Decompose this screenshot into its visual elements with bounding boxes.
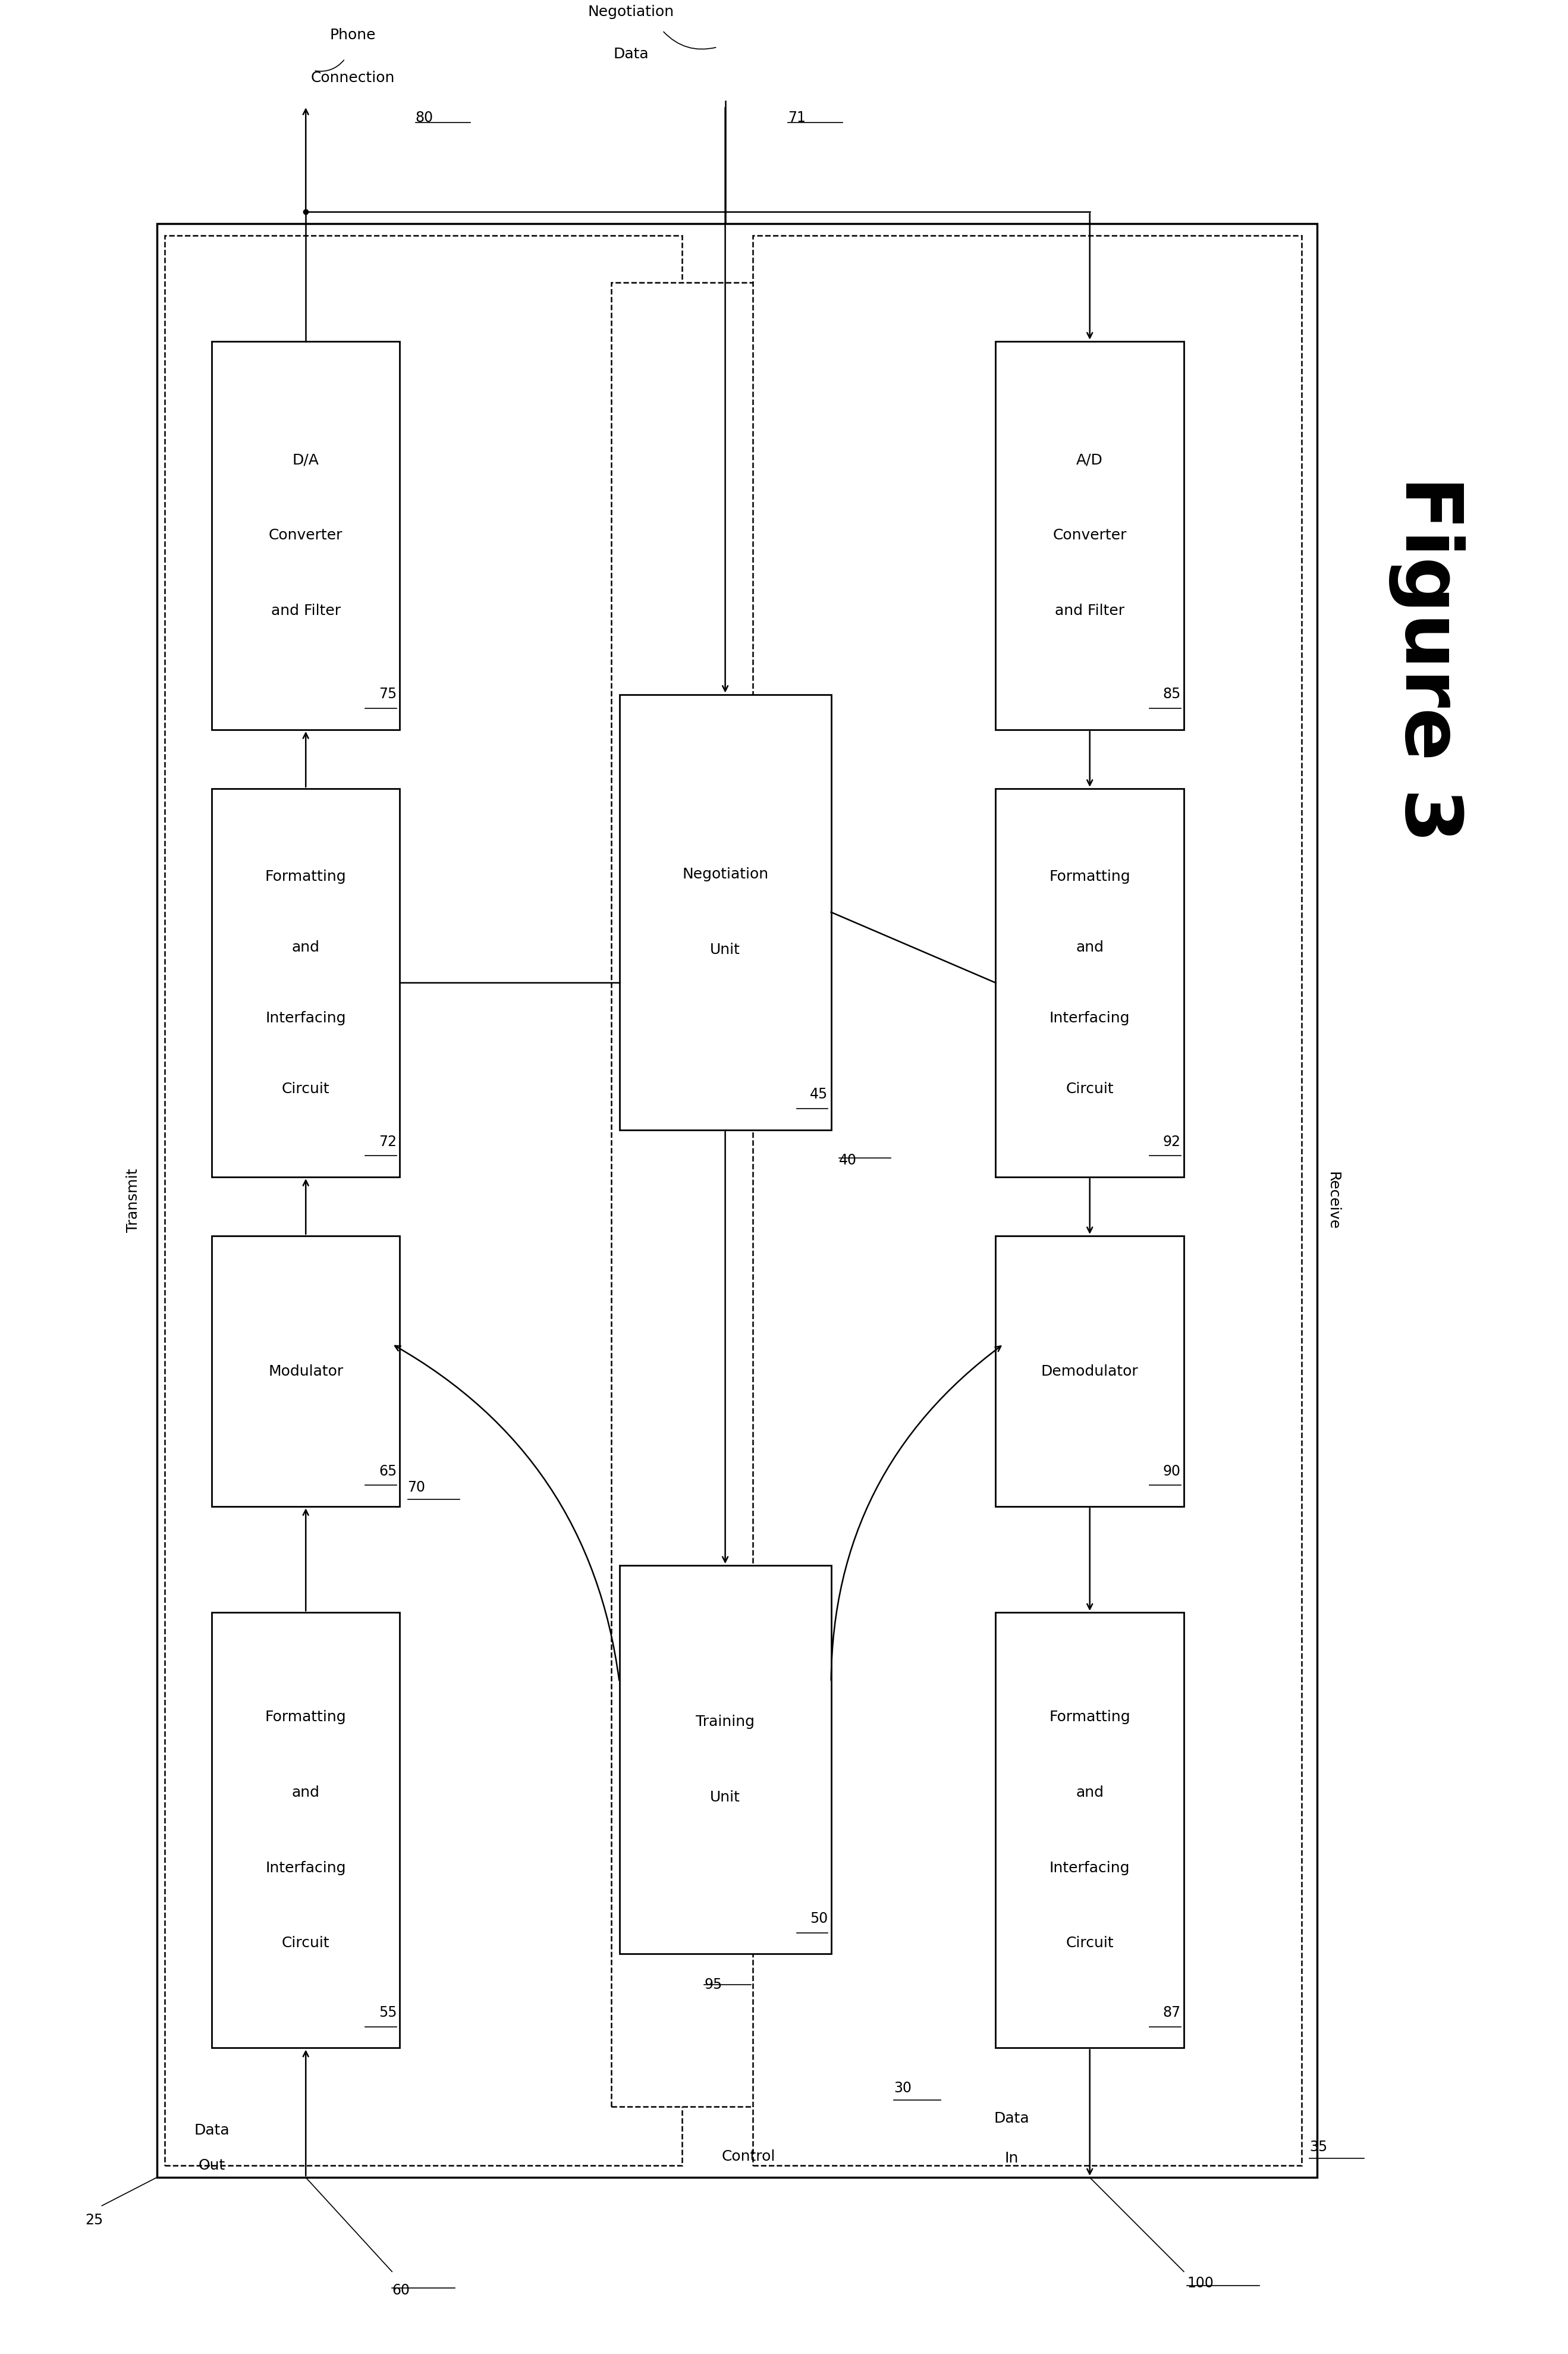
Text: and Filter: and Filter [1055, 603, 1124, 619]
Text: 71: 71 [789, 111, 806, 125]
Text: Negotiation: Negotiation [682, 866, 768, 883]
Text: and: and [1076, 939, 1104, 956]
Text: 72: 72 [379, 1135, 397, 1149]
Text: Connection: Connection [310, 71, 395, 85]
Bar [612, 282, 886, 2107]
Text: Data: Data [194, 2123, 229, 2137]
Text: and: and [292, 1784, 320, 1801]
Text: In: In [1005, 2152, 1018, 2166]
Text: Out: Out [198, 2159, 226, 2173]
Bar [212, 789, 400, 1177]
Text: 45: 45 [811, 1088, 828, 1102]
Text: and: and [292, 939, 320, 956]
Text: Formatting: Formatting [1049, 1709, 1131, 1725]
Text: Circuit: Circuit [282, 1080, 329, 1097]
Text: Interfacing: Interfacing [265, 1010, 347, 1026]
Text: Unit: Unit [710, 1789, 740, 1806]
Text: 30: 30 [894, 2081, 911, 2095]
Bar [996, 1236, 1184, 1507]
Text: Figure 3: Figure 3 [1389, 476, 1465, 843]
Text: Control: Control [721, 2149, 776, 2163]
Text: Circuit: Circuit [282, 1935, 329, 1951]
Text: A/D: A/D [1076, 452, 1104, 468]
Bar [996, 341, 1184, 730]
Text: 50: 50 [811, 1911, 828, 1926]
Text: 40: 40 [839, 1153, 856, 1168]
Bar [753, 235, 1301, 2166]
Text: 25: 25 [85, 2213, 103, 2227]
Text: Phone: Phone [329, 28, 376, 42]
Text: 90: 90 [1163, 1464, 1181, 1478]
Text: Circuit: Circuit [1066, 1080, 1113, 1097]
Text: Receive: Receive [1325, 1172, 1341, 1229]
Text: 95: 95 [704, 1977, 721, 1991]
Text: 55: 55 [378, 2006, 397, 2020]
Text: Converter: Converter [268, 527, 343, 544]
Text: Interfacing: Interfacing [265, 1860, 347, 1876]
Text: and Filter: and Filter [271, 603, 340, 619]
Text: 92: 92 [1163, 1135, 1181, 1149]
Text: Formatting: Formatting [265, 869, 347, 885]
Text: 75: 75 [379, 687, 397, 701]
Text: Data: Data [994, 2112, 1029, 2126]
Text: Converter: Converter [1052, 527, 1127, 544]
Text: 85: 85 [1162, 687, 1181, 701]
Text: 65: 65 [379, 1464, 397, 1478]
Text: Data: Data [613, 47, 649, 61]
Text: Formatting: Formatting [265, 1709, 347, 1725]
Bar [165, 235, 682, 2166]
Text: Demodulator: Demodulator [1041, 1363, 1138, 1379]
Text: Transmit: Transmit [125, 1168, 141, 1233]
Text: Circuit: Circuit [1066, 1935, 1113, 1951]
Text: Training: Training [696, 1714, 754, 1730]
Text: 70: 70 [408, 1481, 425, 1495]
Bar [212, 341, 400, 730]
Bar [212, 1236, 400, 1507]
Bar [996, 789, 1184, 1177]
Text: 60: 60 [392, 2283, 409, 2298]
Bar [619, 694, 831, 1130]
Bar [619, 1565, 831, 1954]
Text: 35: 35 [1309, 2140, 1327, 2154]
Text: Interfacing: Interfacing [1049, 1010, 1131, 1026]
Bar [157, 224, 1317, 2177]
Text: Interfacing: Interfacing [1049, 1860, 1131, 1876]
Text: Negotiation: Negotiation [588, 5, 674, 19]
Text: Modulator: Modulator [268, 1363, 343, 1379]
Text: 100: 100 [1187, 2276, 1214, 2290]
Text: and: and [1076, 1784, 1104, 1801]
Text: 87: 87 [1163, 2006, 1181, 2020]
Bar [996, 1612, 1184, 2048]
Text: Unit: Unit [710, 942, 740, 958]
Text: 80: 80 [416, 111, 433, 125]
Text: Formatting: Formatting [1049, 869, 1131, 885]
Text: D/A: D/A [292, 452, 320, 468]
Bar [212, 1612, 400, 2048]
